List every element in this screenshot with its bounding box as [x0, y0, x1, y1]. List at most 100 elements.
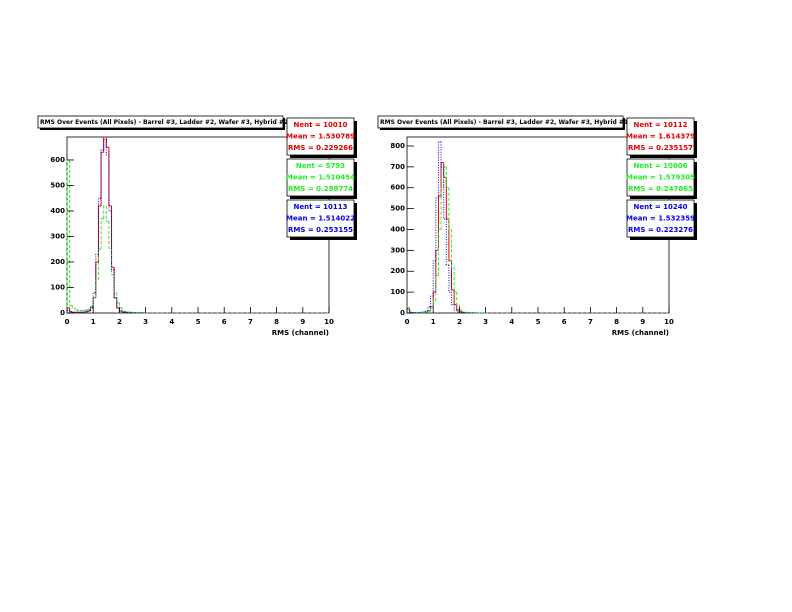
stats-box	[626, 117, 695, 156]
chart-title: RMS Over Events (All Pixels) - Barrel #3…	[40, 119, 288, 126]
y-tick-label: 800	[390, 142, 405, 150]
histogram-bin	[445, 219, 449, 266]
stats-box	[286, 158, 355, 197]
histogram-bin	[84, 309, 88, 311]
histogram-bin	[105, 139, 109, 156]
x-tick-label: 10	[324, 318, 334, 326]
histogram-bin	[84, 311, 88, 313]
histogram-bin	[111, 249, 115, 276]
histogram-bin	[108, 147, 112, 207]
x-tick-label: 5	[196, 318, 201, 326]
histogram-bin	[121, 310, 125, 313]
y-tick-label: 400	[390, 225, 405, 233]
stats-text: RMS = 0.253155	[288, 226, 353, 234]
x-tick-label: 8	[614, 318, 619, 326]
stats-box	[626, 199, 695, 238]
stats-text: RMS = 0.223276	[628, 226, 693, 234]
plot-frame	[66, 136, 330, 314]
stats-box	[286, 199, 355, 238]
stats-text: RMS = 0.247865	[628, 185, 693, 193]
histogram-bin	[453, 304, 457, 311]
histogram-bin	[113, 269, 117, 299]
histogram-bin	[430, 308, 434, 312]
histogram-bin	[437, 228, 442, 276]
histogram-bin	[427, 306, 431, 311]
x-tick-label: 8	[274, 318, 279, 326]
x-tick-label: 6	[562, 318, 567, 326]
histogram-bin	[448, 187, 452, 230]
y-tick-label: 700	[390, 163, 405, 171]
histogram-bin	[95, 253, 99, 293]
x-tick-label: 4	[509, 318, 514, 326]
x-tick-label: 1	[91, 318, 96, 326]
histogram-bin	[87, 308, 91, 310]
histogram-bin	[74, 307, 78, 310]
title-box	[37, 115, 284, 129]
histogram-bin	[456, 309, 460, 313]
y-tick-label: 0	[400, 309, 405, 317]
histogram-bin	[432, 260, 436, 297]
x-axis-label: RMS (channel)	[272, 329, 329, 337]
histogram-bin	[103, 139, 107, 150]
histogram-bin	[108, 154, 112, 212]
histogram-bin	[451, 229, 455, 268]
stats-text: Nent = 10006	[633, 162, 687, 170]
histogram-bin	[100, 218, 104, 250]
x-tick-label: 5	[536, 318, 541, 326]
histogram-bin	[437, 195, 442, 251]
histogram-bin	[427, 310, 431, 312]
histogram-bin	[124, 310, 128, 312]
stats-text: RMS = 0.229266	[288, 144, 353, 152]
x-tick-label: 10	[664, 318, 674, 326]
x-tick-label: 0	[65, 318, 70, 326]
stats-text: Nent = 10240	[633, 203, 687, 211]
stats-text: Nent = 10112	[633, 121, 687, 129]
y-tick-label: 600	[50, 156, 65, 164]
y-tick-label: 500	[390, 205, 405, 213]
histogram-bin	[424, 310, 428, 312]
histogram-bin	[448, 219, 452, 262]
stats-box	[286, 117, 355, 156]
y-tick-label: 600	[390, 184, 405, 192]
histogram-bin	[92, 297, 96, 306]
x-tick-label: 7	[248, 318, 253, 326]
y-tick-label: 300	[50, 232, 65, 240]
x-axis-label: RMS (channel)	[612, 329, 669, 337]
stats-text: Mean = 1.510454	[286, 174, 355, 182]
y-tick-label: 100	[50, 283, 65, 291]
y-tick-label: 300	[390, 246, 405, 254]
title-box	[377, 115, 624, 129]
histogram-bin	[100, 149, 104, 199]
histogram-bin	[116, 297, 120, 309]
histogram-bin	[126, 311, 130, 313]
histogram-bin	[90, 306, 94, 311]
histogram-bin	[87, 309, 91, 312]
x-tick-label: 1	[431, 318, 436, 326]
histogram-bin	[461, 309, 465, 313]
x-tick-label: 9	[640, 318, 645, 326]
histogram-bin	[440, 187, 444, 230]
histogram-bin	[440, 141, 444, 168]
histogram-bin	[430, 295, 434, 307]
y-tick-label: 200	[390, 267, 405, 275]
histogram-bin	[451, 260, 455, 291]
x-tick-label: 2	[457, 318, 462, 326]
stats-text: Mean = 1.514022	[286, 215, 355, 223]
stats-text: Mean = 1.532359	[626, 215, 695, 223]
stats-text: RMS = 0.235157	[628, 144, 693, 152]
x-tick-label: 0	[405, 318, 410, 326]
stats-text: Mean = 1.614379	[626, 133, 695, 141]
histogram-bin	[92, 292, 96, 307]
x-tick-label: 3	[143, 318, 148, 326]
stats-text: Nent = 10113	[293, 203, 347, 211]
histogram-bin	[105, 205, 109, 222]
histogram-bin	[121, 307, 125, 311]
histogram-bin	[409, 309, 413, 313]
stats-text: RMS = 0.288774	[288, 185, 353, 193]
histogram-bin	[111, 210, 115, 271]
histogram-bin	[69, 310, 73, 313]
histogram-bin	[76, 309, 81, 311]
stats-text: Mean = 1.579305	[626, 174, 695, 182]
stats-text: Nent = 5793	[296, 162, 345, 170]
